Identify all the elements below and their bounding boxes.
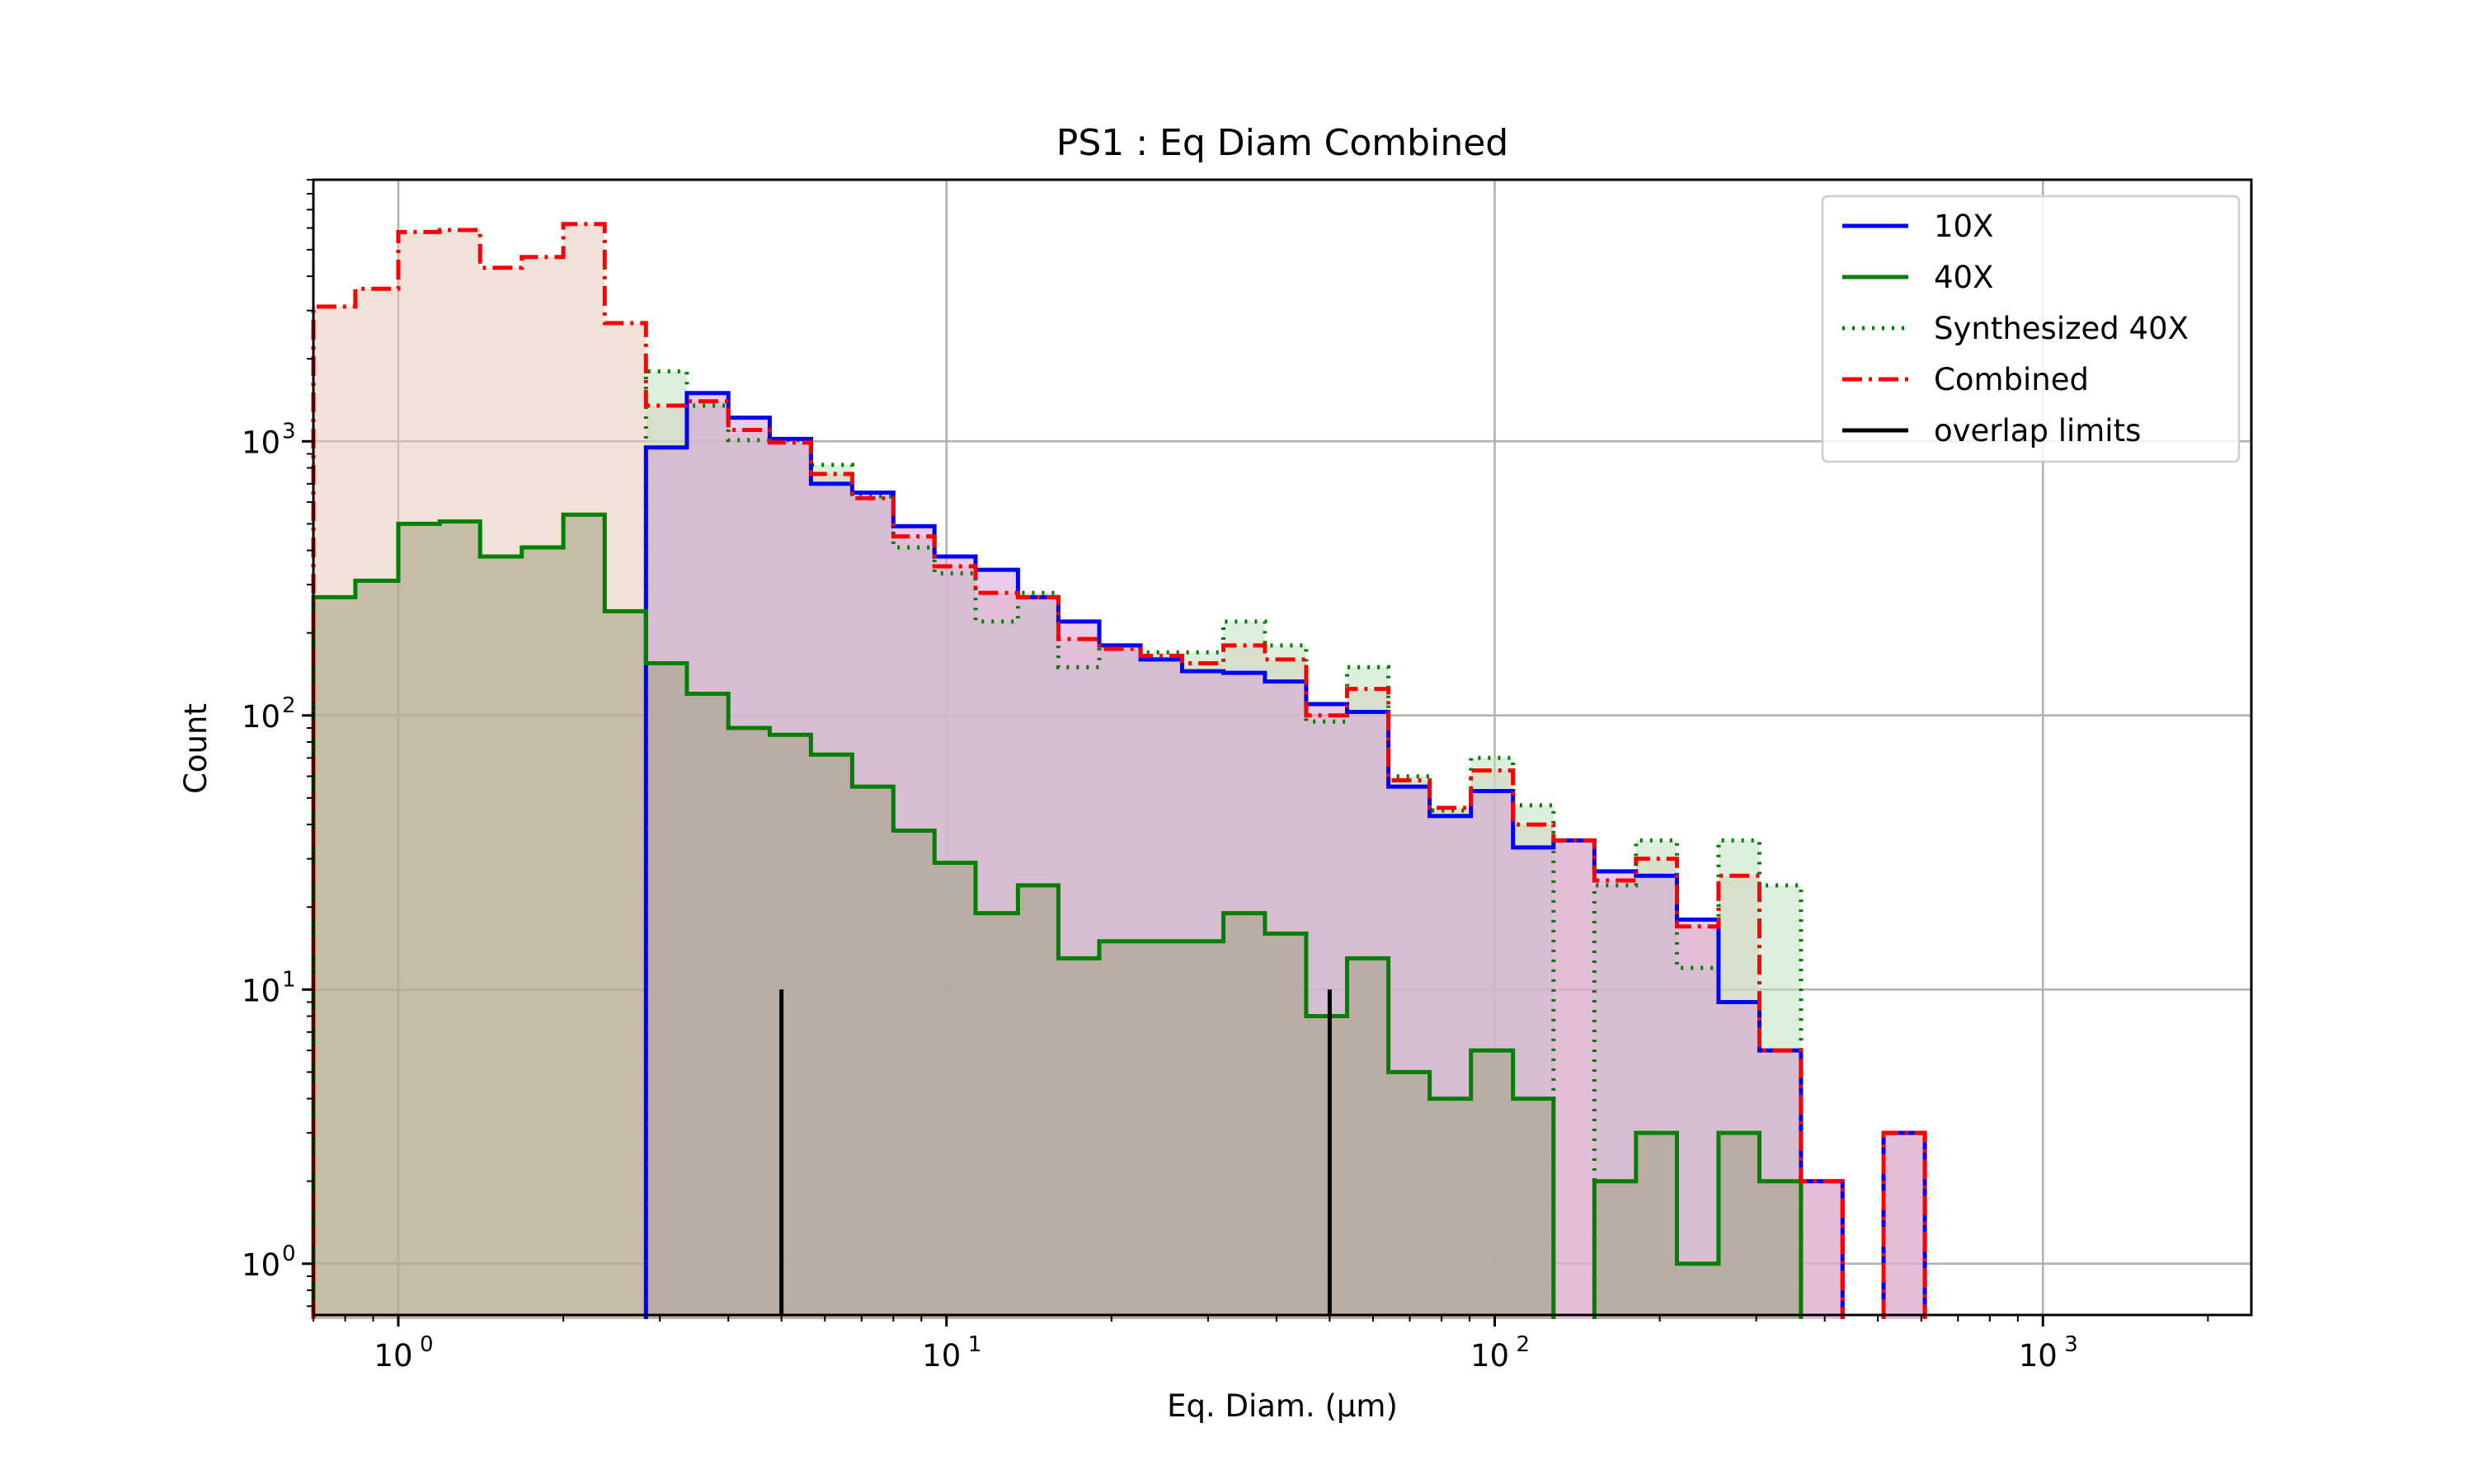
y-tick-label: 10 <box>242 973 280 1008</box>
series-line-synthesized-40x <box>643 369 1804 1319</box>
series-line-40x <box>311 512 1804 1319</box>
x-tick-label: 10 <box>922 1338 961 1374</box>
y-tick-label: 10 <box>242 1247 280 1283</box>
x-tick-label: 10 <box>2019 1338 2058 1374</box>
overlap-limit-lines <box>779 989 1332 1315</box>
legend-box <box>1821 195 2241 463</box>
x-tick-label-exponent: 2 <box>1516 1332 1530 1357</box>
plot-frame <box>312 178 2253 1317</box>
legend-label-40x: 40X <box>1934 260 1993 295</box>
y-tick-label-exponent: 2 <box>282 693 296 718</box>
series-line-combined <box>311 222 1927 1319</box>
y-tick-label-exponent: 3 <box>282 419 296 444</box>
legend-label-overlap-limits: overlap limits <box>1934 413 2141 448</box>
y-tick-label: 10 <box>242 425 280 460</box>
chart-title: PS1 : Eq Diam Combined <box>1056 122 1508 164</box>
x-tick-label-exponent: 0 <box>420 1332 434 1357</box>
series-line-10x <box>643 391 1927 1319</box>
y-tick-label: 10 <box>242 699 280 735</box>
series-lines <box>311 222 1927 1319</box>
legend: 10X 40X Synthesized 40X Combined overlap lim… <box>1821 195 2241 463</box>
x-tick-label-exponent: 1 <box>968 1332 982 1357</box>
legend-label-combined: Combined <box>1934 362 2089 397</box>
x-tick-label: 10 <box>374 1338 412 1374</box>
x-tick-label: 10 <box>1470 1338 1509 1374</box>
legend-label-10x: 10X <box>1934 209 1993 244</box>
legend-label-synthesized-40x: Synthesized 40X <box>1934 311 2189 346</box>
y-tick-label-exponent: 0 <box>282 1242 296 1266</box>
x-axis-label: Eq. Diam. (μm) <box>1167 1388 1398 1424</box>
x-tick-label-exponent: 3 <box>2064 1332 2078 1357</box>
y-tick-label-exponent: 1 <box>282 967 296 992</box>
x-ticks: 10 0 10 1 10 2 10 3 <box>313 1315 2209 1374</box>
y-axis-label: Count <box>178 703 214 794</box>
